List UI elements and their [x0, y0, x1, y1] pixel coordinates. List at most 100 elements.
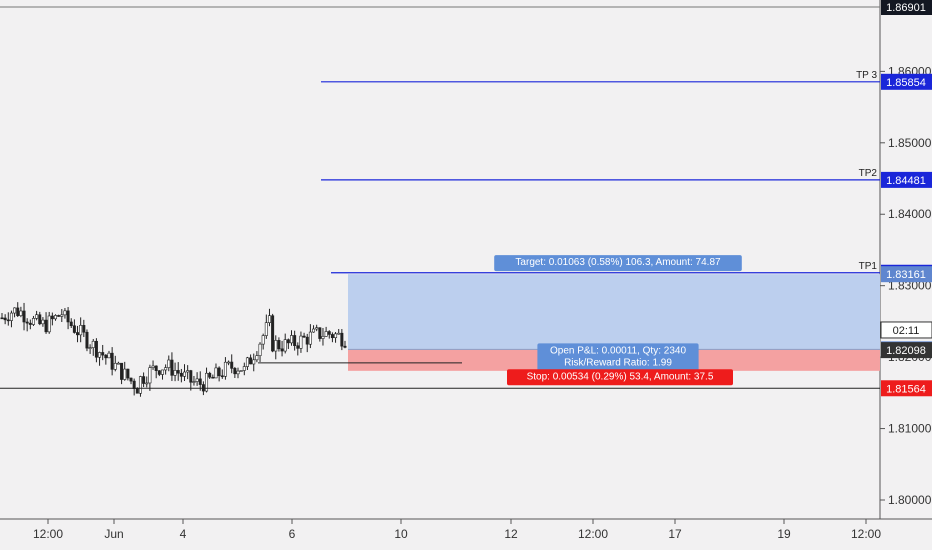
- candle-body: [98, 352, 102, 358]
- candle-body: [53, 315, 57, 320]
- candle-body: [286, 339, 290, 344]
- price-tag-label: 02:11: [893, 325, 920, 337]
- candle-body: [16, 307, 20, 316]
- price-tag-label: 1.83161: [886, 269, 926, 281]
- candle-body: [63, 310, 67, 316]
- time-tick-label: 17: [668, 527, 682, 541]
- time-tick-label: 12:00: [851, 527, 881, 541]
- candle-body: [192, 381, 196, 383]
- candle-body: [195, 378, 199, 382]
- candle-body: [327, 331, 331, 335]
- candle-body: [9, 312, 13, 321]
- candle-body: [186, 370, 190, 373]
- candle-body: [154, 365, 158, 371]
- candle-body: [113, 362, 117, 370]
- candle-body: [148, 367, 152, 384]
- candle-body: [179, 372, 183, 377]
- candle-body: [88, 347, 92, 349]
- target-label-text: Target: 0.01063 (0.58%) 106.3, Amount: 7…: [515, 257, 721, 268]
- candle-body: [205, 372, 209, 392]
- candle-body: [57, 315, 61, 317]
- candle-body: [227, 361, 231, 364]
- candle-body: [110, 352, 114, 370]
- candle-body: [299, 335, 303, 349]
- candle-body: [277, 340, 281, 350]
- candle-body: [35, 314, 39, 319]
- candle-body: [123, 368, 127, 380]
- price-tick-label: 1.83000: [888, 279, 932, 293]
- time-tick-label: 6: [289, 527, 296, 541]
- candle-body: [47, 315, 51, 333]
- candle-body: [290, 335, 294, 344]
- candle-body: [104, 354, 108, 359]
- candle-body: [249, 357, 253, 365]
- candle-body: [79, 325, 83, 336]
- candle-body: [60, 314, 64, 317]
- candle-body: [334, 333, 338, 339]
- candle-body: [189, 370, 193, 383]
- candle-body: [176, 370, 180, 374]
- candle-body: [138, 376, 142, 394]
- price-tags: 1.869011.858541.844811.831811.831611.821…: [880, 0, 932, 397]
- horizontal-lines[interactable]: TP 3 TP2 TP1: [0, 6, 880, 389]
- candle-body: [252, 359, 256, 365]
- candle-body: [305, 336, 309, 345]
- candle-body: [66, 310, 70, 323]
- candle-body: [6, 319, 10, 322]
- price-tag-label: 1.81564: [886, 383, 926, 395]
- candle-body: [13, 307, 17, 314]
- price-tag: [881, 266, 932, 283]
- time-tick-label: 10: [394, 527, 408, 541]
- price-tick-label: 1.80000: [888, 493, 932, 507]
- time-tick-label: 12: [504, 527, 518, 541]
- open-pnl-label-text: Risk/Reward Ratio: 1.99: [564, 357, 672, 368]
- candle-body: [160, 369, 164, 375]
- candle-body: [343, 345, 347, 348]
- candle-body: [94, 340, 98, 358]
- candle-body: [318, 327, 322, 339]
- price-tag: [881, 73, 932, 90]
- candle-body: [164, 367, 168, 371]
- candles-group: [0, 302, 347, 397]
- candle-body: [258, 343, 262, 356]
- candle-body: [293, 335, 297, 347]
- candle-body: [214, 367, 218, 379]
- candle-body: [261, 335, 265, 345]
- candle-body: [142, 376, 146, 384]
- candle-body: [167, 359, 171, 368]
- candle-body: [0, 317, 4, 320]
- price-tick-label: 1.84000: [888, 207, 932, 221]
- price-tag-label: 1.86901: [886, 2, 926, 14]
- candle-body: [82, 325, 86, 333]
- candle-body: [271, 315, 275, 352]
- take-profit-label: TP1: [859, 261, 878, 272]
- price-tag: [880, 321, 932, 339]
- candle-body: [198, 378, 202, 385]
- position-tool[interactable]: Target: 0.01063 (0.58%) 106.3, Amount: 7…: [348, 255, 880, 386]
- candle-body: [157, 370, 161, 375]
- candle-body: [151, 365, 155, 368]
- candle-body: [211, 376, 215, 379]
- candle-body: [245, 357, 249, 367]
- candle-body: [312, 328, 316, 333]
- candle-body: [330, 334, 334, 339]
- candle-body: [107, 352, 111, 359]
- candle-body: [264, 322, 268, 336]
- stop-label-box: [507, 369, 733, 386]
- price-tick-label: 1.81000: [888, 422, 932, 436]
- candle-body: [116, 362, 120, 365]
- take-profit-label: TP2: [859, 168, 878, 179]
- profit-zone[interactable]: [348, 274, 880, 350]
- time-tick-label: 4: [180, 527, 187, 541]
- candle-body: [296, 345, 300, 349]
- candle-body: [132, 380, 136, 389]
- candle-body: [41, 319, 45, 325]
- candle-body: [170, 359, 174, 376]
- candle-body: [267, 315, 271, 323]
- candle-body: [85, 331, 89, 349]
- candle-body: [76, 332, 80, 336]
- open-pnl-label-text: Open P&L: 0.00011, Qty: 2340: [550, 345, 686, 356]
- candle-body: [145, 382, 149, 385]
- candle-body: [337, 332, 341, 335]
